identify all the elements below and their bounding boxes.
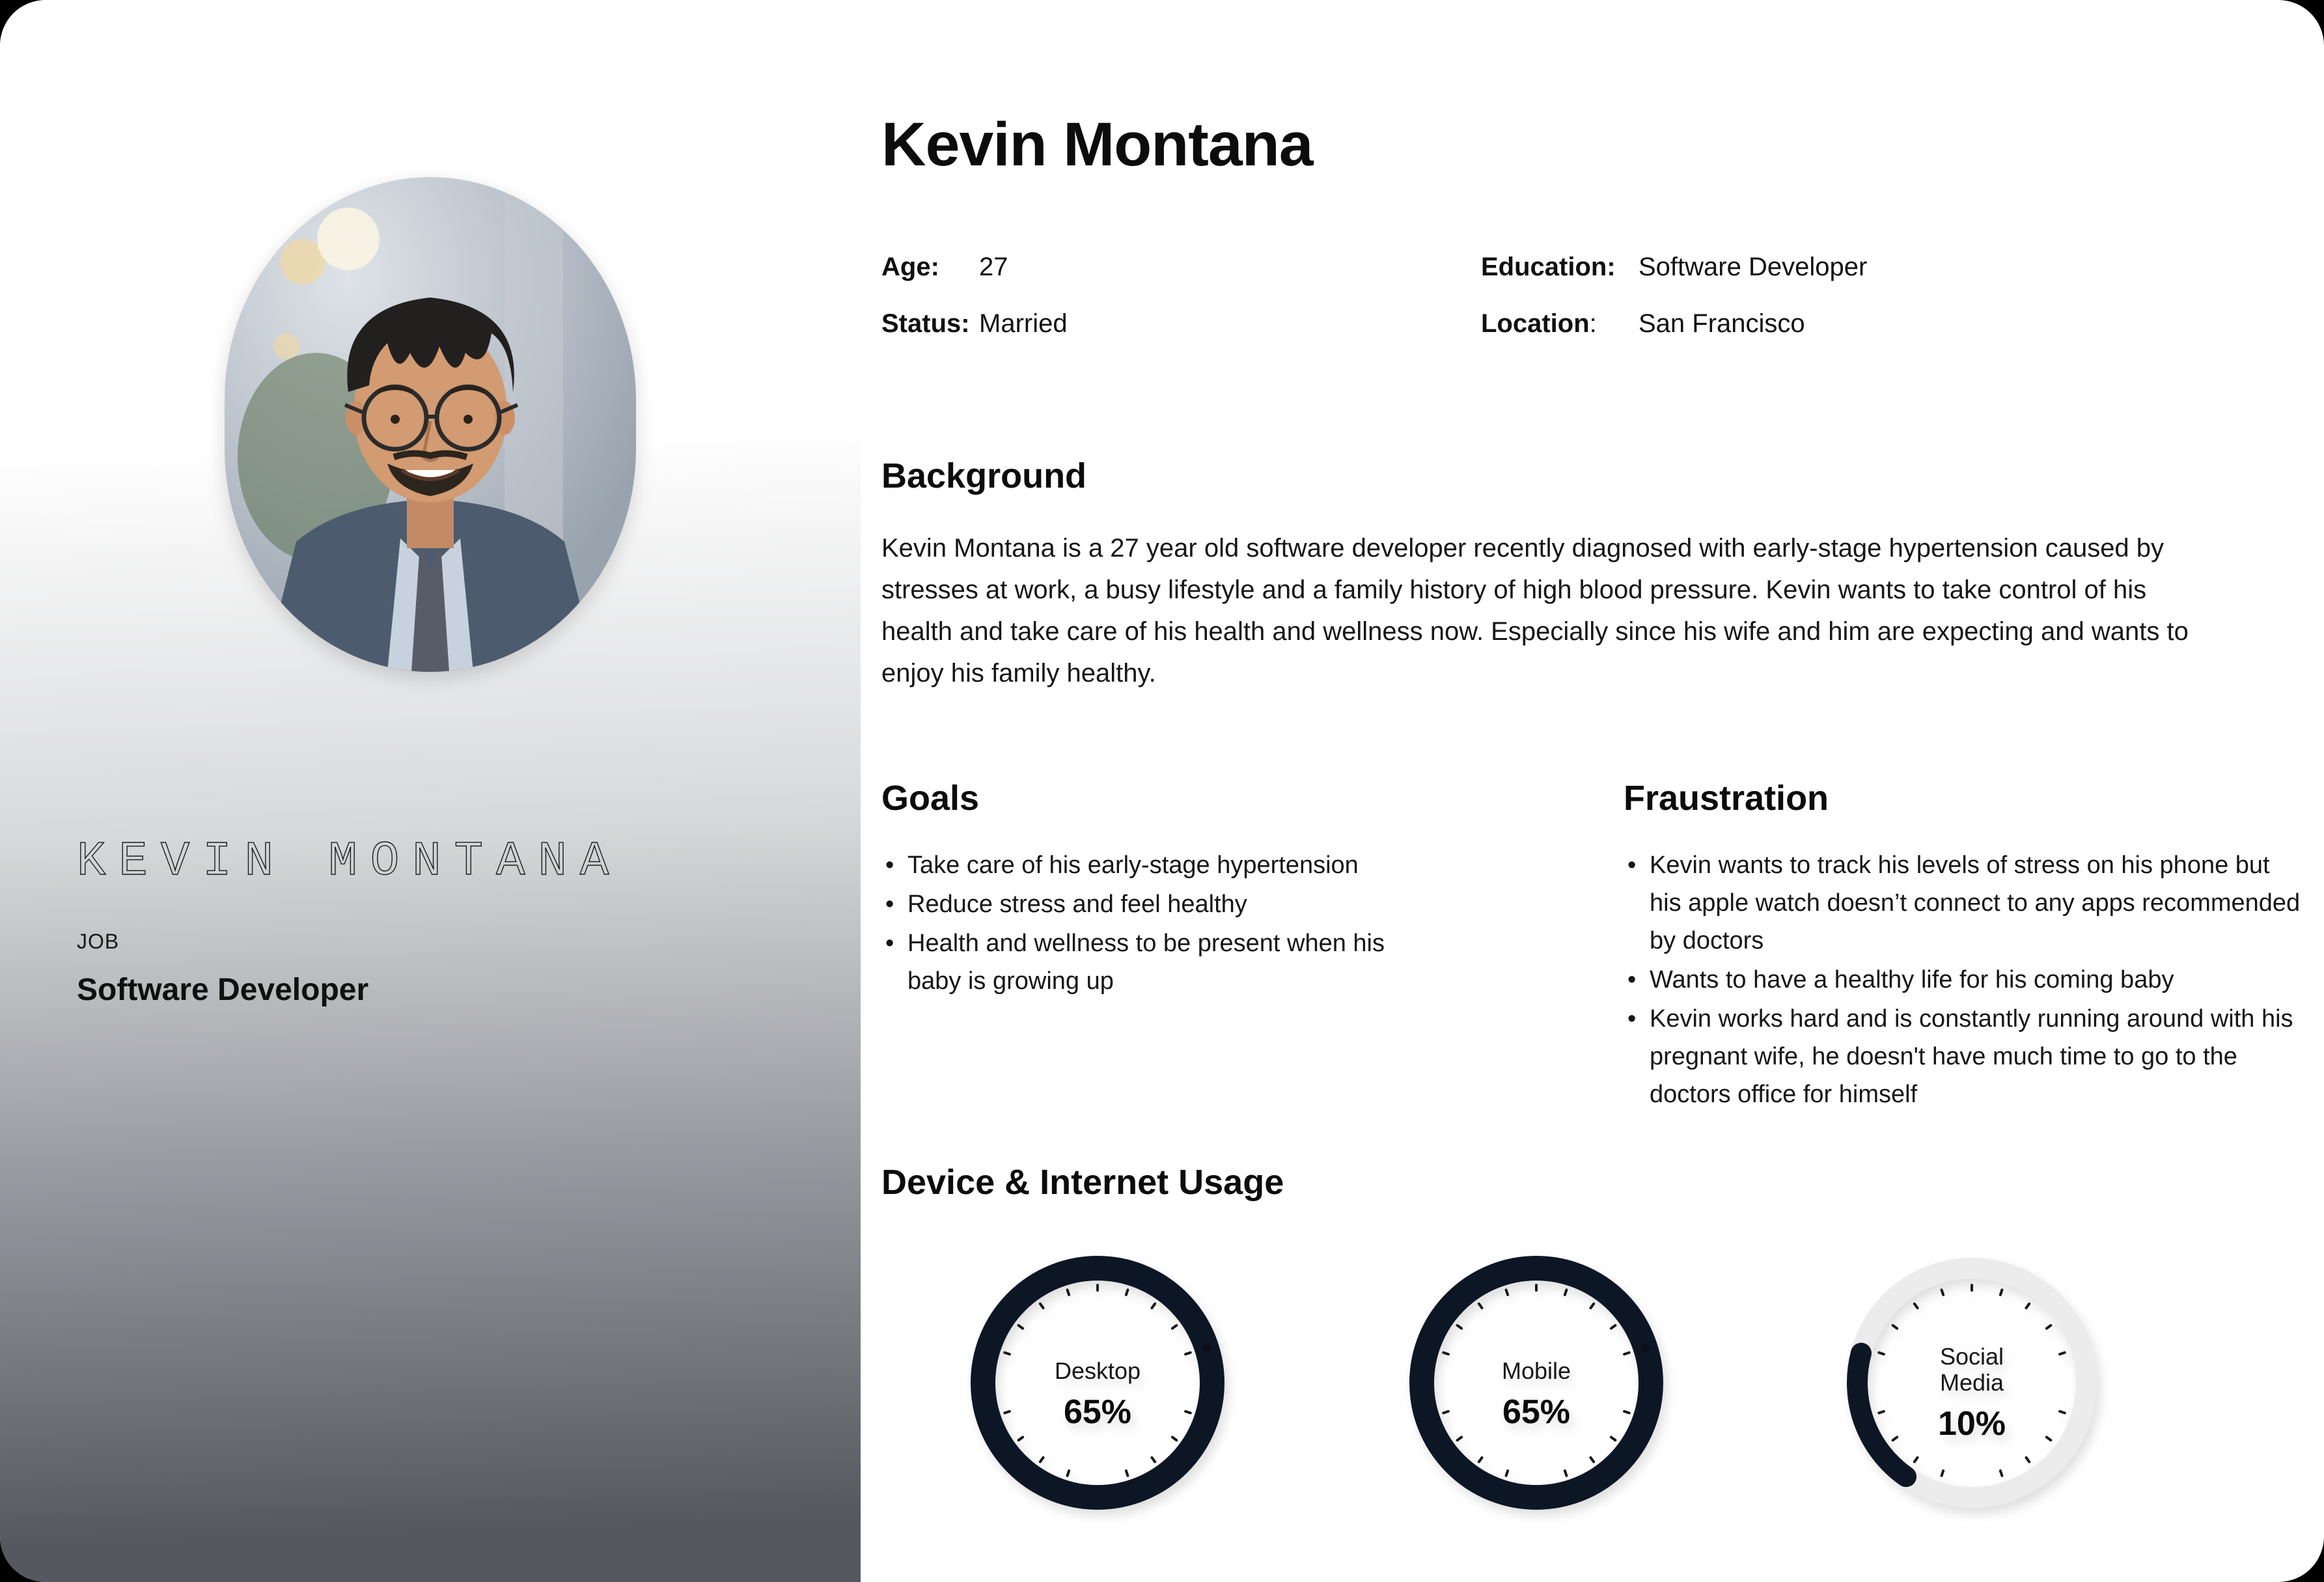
svg-text:Social: Social bbox=[1940, 1343, 2004, 1370]
svg-text:65%: 65% bbox=[1064, 1393, 1131, 1431]
svg-text:10%: 10% bbox=[1938, 1405, 2006, 1443]
svg-text:Mobile: Mobile bbox=[1502, 1357, 1571, 1384]
svg-text:KEVIN MONTANA: KEVIN MONTANA bbox=[77, 835, 622, 889]
svg-text:Media: Media bbox=[1940, 1369, 2004, 1396]
svg-text:65%: 65% bbox=[1502, 1393, 1570, 1431]
svg-text:Desktop: Desktop bbox=[1055, 1357, 1141, 1384]
